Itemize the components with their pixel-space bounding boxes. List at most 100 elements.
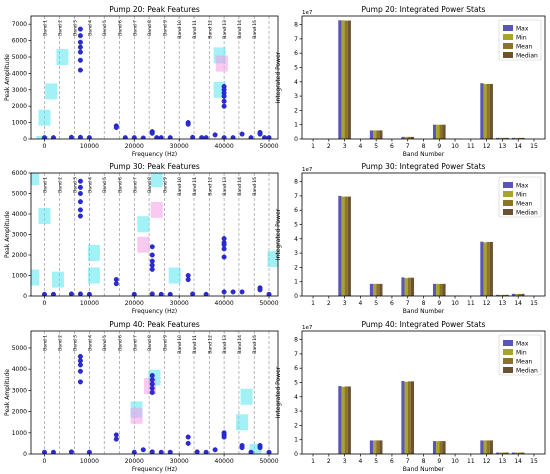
data-point [158, 449, 164, 454]
x-axis-label: Band Number [403, 151, 445, 158]
x-tick-label: 6 [390, 300, 394, 307]
data-point [203, 449, 209, 454]
y-tick-label: 7 [294, 351, 298, 358]
bar [521, 137, 525, 139]
legend-label: Mean [516, 44, 533, 51]
bar [511, 137, 516, 139]
data-point [230, 135, 236, 139]
bar [379, 283, 383, 296]
data-point [190, 134, 196, 139]
highlight-patch [130, 407, 143, 424]
data-point [77, 44, 83, 50]
bar [369, 440, 374, 454]
data-point [77, 207, 83, 213]
data-point [77, 33, 83, 39]
bar [376, 283, 380, 296]
bar [404, 278, 408, 296]
x-tick-label: 50000 [259, 143, 278, 150]
x-tick-label: 40000 [215, 458, 234, 465]
data-point [77, 291, 83, 296]
pump-30-integrated-power-panel: Pump 30: Integrated Power Stats Band Num… [275, 162, 546, 315]
bar [432, 441, 437, 454]
x-tick-label: 13 [499, 143, 507, 150]
x-tick-label: 4 [358, 458, 362, 465]
legend-label: Max [516, 183, 529, 190]
bar [439, 441, 443, 454]
y-tick-label: 6000 [12, 170, 27, 177]
y-tick-label: 5 [294, 379, 298, 386]
y-tick-label: 5 [294, 221, 298, 228]
data-point [221, 254, 227, 260]
data-point [41, 291, 47, 296]
data-point [50, 135, 56, 139]
x-tick-label: 3 [343, 458, 347, 465]
bar [404, 381, 408, 454]
y-tick-label: 6 [294, 50, 298, 57]
x-tick-label: 9 [437, 458, 441, 465]
x-tick-label: 40000 [215, 300, 234, 307]
bar [341, 386, 345, 454]
y-axis-label: Integrated Power [275, 208, 282, 260]
x-tick-label: 20000 [125, 143, 144, 150]
band-label: Band 13 [222, 20, 228, 39]
bar [518, 293, 522, 296]
x-tick-label: 15 [530, 143, 538, 150]
data-point [266, 135, 272, 139]
legend-swatch [503, 358, 513, 364]
x-tick-label: 50000 [259, 300, 278, 307]
bar [480, 440, 484, 454]
y-tick-label: 1000 [12, 430, 27, 437]
chart-title: Pump 40: Integrated Power Stats [362, 320, 486, 329]
bar [442, 124, 446, 139]
bar [518, 137, 522, 139]
y-tick-label: 0 [23, 293, 27, 300]
bar [439, 124, 443, 139]
bar [436, 124, 440, 139]
bar [515, 452, 519, 454]
x-tick-label: 5 [374, 143, 378, 150]
bar [511, 452, 516, 454]
data-point [167, 135, 173, 139]
legend-label: Median [516, 53, 538, 60]
bar [521, 452, 525, 454]
bar [499, 452, 503, 454]
x-tick-label: 5 [374, 458, 378, 465]
highlight-patch [31, 173, 40, 186]
band-label: Band 14 [237, 177, 243, 196]
data-point [221, 93, 227, 99]
y-tick-label: 1 [294, 279, 298, 286]
x-tick-label: 2 [327, 300, 331, 307]
data-point [149, 373, 155, 379]
bar [442, 283, 446, 296]
y-axis-label: Peak Amplitude [4, 369, 11, 416]
y-axis-label: Peak Amplitude [4, 54, 11, 101]
x-tick-label: 3 [343, 143, 347, 150]
data-point [77, 358, 83, 364]
data-point [185, 121, 191, 127]
band-label: Band 1 [42, 20, 48, 36]
data-point [68, 291, 74, 296]
data-point [113, 436, 119, 442]
y-tick-label: 0 [23, 136, 27, 143]
y-tick-label: 4000 [12, 211, 27, 218]
band-label: Band 9 [162, 335, 168, 351]
y-tick-label: 3 [294, 93, 298, 100]
data-point [77, 213, 83, 219]
y-tick-label: 4000 [12, 70, 27, 77]
chart-title: Pump 40: Peak Features [109, 320, 200, 329]
pump-20-integrated-power-panel: Pump 20: Integrated Power Stats Band Num… [275, 5, 546, 158]
pump-40-peak-features-panel: Pump 40: Peak Features Frequency (Hz) Pe… [4, 320, 279, 473]
bar [502, 294, 506, 296]
legend-label: Min [516, 192, 527, 199]
x-tick-label: 14 [514, 300, 522, 307]
highlight-patch [150, 173, 163, 188]
data-point [140, 135, 146, 139]
x-tick-label: 14 [514, 458, 522, 465]
legend-label: Min [516, 350, 527, 357]
data-point [266, 449, 272, 454]
bar [407, 381, 411, 454]
bar [432, 124, 437, 139]
y-tick-label: 0 [23, 451, 27, 458]
bar [341, 20, 345, 140]
data-point [221, 434, 227, 440]
